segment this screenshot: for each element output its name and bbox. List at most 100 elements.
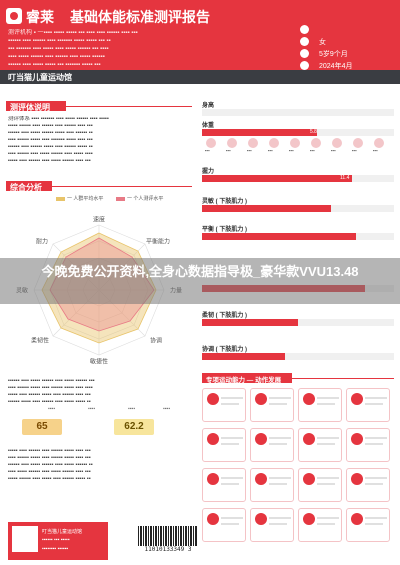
- brand-name: 睿莱: [26, 9, 54, 25]
- score-label: ▪▪▪▪: [163, 406, 171, 412]
- text-line: ▪▪▪▪▪ ▪▪▪▪ ▪▪▪▪▪▪ ▪▪▪▪▪ ▪▪▪▪ ▪▪▪▪▪▪ ▪▪▪▪…: [8, 392, 91, 398]
- exercise-icon: [207, 393, 219, 405]
- metric-label: 协调 ( 下肢肌力 ): [202, 347, 247, 353]
- exercise-card: [298, 468, 342, 502]
- legend-personal: 一 个人测评水平: [116, 195, 163, 202]
- exercise-card: [202, 468, 246, 502]
- barcode-icon: [138, 526, 198, 546]
- exercise-icon: [351, 433, 363, 445]
- section-title-overview: 综合分析: [6, 180, 192, 192]
- info-date-value: 2024年4月: [319, 62, 353, 70]
- icon-label: ▪▪▪: [330, 148, 336, 153]
- person-icon: [300, 25, 309, 34]
- metric-label: 柔韧 ( 下肢肌力 ): [202, 313, 247, 319]
- score-label: ▪▪▪▪: [128, 406, 136, 412]
- metric-value: 11.4: [340, 175, 350, 181]
- venue-name: 叮当猫儿童运动馆: [8, 73, 72, 82]
- icon-label: ▪▪▪: [288, 148, 294, 153]
- section-title-intro: 测评体说明: [6, 100, 192, 112]
- section-title-recommend: 专项运动能力 ― 动作发展: [202, 372, 394, 384]
- info-gender-value: 女: [319, 38, 326, 46]
- exercise-icon: [207, 473, 219, 485]
- section-title-overview-label: 综合分析: [10, 183, 42, 192]
- org-line: ▪▪▪▪▪▪▪▪ ▪▪▪▪▪▪: [42, 546, 69, 552]
- exercise-card: [202, 508, 246, 542]
- text-line: ▪▪▪▪▪▪ ▪▪▪▪ ▪▪▪▪▪▪ ▪▪▪▪▪ ▪▪▪▪ ▪▪▪▪▪▪ ▪▪▪…: [8, 144, 93, 150]
- exercise-card: [250, 468, 294, 502]
- activity-icon: [227, 138, 237, 148]
- score-row: 65 62.2: [8, 419, 190, 435]
- icon-label: ▪▪▪: [225, 148, 231, 153]
- intro-paragraph: 测评体系 ▪▪▪▪ ▪▪▪▪▪▪▪ ▪▪▪▪ ▪▪▪▪▪ ▪▪▪▪▪▪ ▪▪▪▪…: [8, 116, 190, 165]
- exercise-card: [346, 388, 390, 422]
- metric-item: 体重 5.8: [202, 120, 394, 136]
- text-line: ▪▪▪▪ ▪▪▪▪▪▪ ▪▪▪▪▪ ▪▪▪▪ ▪▪▪▪▪▪ ▪▪▪▪▪ ▪▪▪▪…: [8, 385, 93, 391]
- metric-item: 灵敏 ( 下肢肌力 ): [202, 196, 394, 212]
- icon-label: ▪▪▪: [204, 148, 210, 153]
- metric-item: 平衡 ( 下肢肌力 ): [202, 224, 394, 240]
- info-row-gender: 女: [300, 36, 395, 47]
- exercise-card: [298, 428, 342, 462]
- metric-track: [202, 353, 394, 360]
- icon-label: ▪▪▪: [267, 148, 273, 153]
- exercise-card: [250, 388, 294, 422]
- exercise-icon: [255, 473, 267, 485]
- icon-label: ▪▪▪: [309, 148, 315, 153]
- exercise-icon: [351, 473, 363, 485]
- text-line: ▪▪▪▪ ▪▪▪▪▪ ▪▪▪▪▪▪ ▪▪▪▪ ▪▪▪▪▪ ▪▪▪▪▪▪ ▪▪▪▪…: [8, 469, 91, 475]
- header-line: 测评机构 ▪ 一▪▪▪▪ ▪▪▪▪▪ ▪▪▪▪▪ ▪▪▪ ▪▪▪▪ ▪▪▪▪ ▪…: [8, 30, 138, 36]
- barcode-number: 11010133349 3: [144, 546, 192, 553]
- exercise-icon: [207, 513, 219, 525]
- radar-axis-label: 敏捷性: [89, 359, 109, 366]
- info-row-age: 5岁9个月: [300, 48, 395, 59]
- icon-label: ▪▪▪: [246, 148, 252, 153]
- exercise-card: [202, 428, 246, 462]
- text-line: ▪▪▪▪ ▪▪▪▪▪▪ ▪▪▪▪▪ ▪▪▪▪ ▪▪▪▪▪▪▪ ▪▪▪▪▪ ▪▪▪…: [8, 137, 93, 143]
- exercise-card: [298, 508, 342, 542]
- metric-track: 5.8: [202, 129, 394, 136]
- icon-label: ▪▪▪: [351, 148, 357, 153]
- exercise-icon: [255, 433, 267, 445]
- score-legend-row: ▪▪▪▪ ▪▪▪▪ ▪▪▪▪ ▪▪▪▪: [8, 406, 190, 416]
- text-line: ▪▪▪▪▪▪ ▪▪▪▪ ▪▪▪▪▪ ▪▪▪▪▪▪ ▪▪▪▪▪ ▪▪▪▪ ▪▪▪▪…: [8, 130, 93, 136]
- bottom-paragraph: ▪▪▪▪▪ ▪▪▪▪ ▪▪▪▪▪▪ ▪▪▪▪ ▪▪▪▪▪▪ ▪▪▪▪▪ ▪▪▪▪…: [8, 448, 190, 483]
- radar-axis-label: 平衡能力: [145, 239, 171, 246]
- metric-track: [202, 319, 394, 326]
- report-header: 睿莱 基础体能标准测评报告 测评机构 ▪ 一▪▪▪▪ ▪▪▪▪▪ ▪▪▪▪▪ ▪…: [0, 0, 400, 70]
- header-line: ▪▪▪▪▪▪ ▪▪▪▪ ▪▪▪▪▪▪ ▪▪▪▪ ▪▪▪▪▪▪▪ ▪▪▪▪▪ ▪▪…: [8, 38, 111, 44]
- section-title-intro-label: 测评体说明: [10, 103, 50, 112]
- header-line: ▪▪▪ ▪▪▪▪▪▪▪ ▪▪▪▪ ▪▪▪▪▪ ▪▪▪▪ ▪▪▪▪▪ ▪▪▪▪▪▪…: [8, 46, 109, 52]
- metric-label: 握力: [202, 169, 215, 175]
- metric-fill: [202, 233, 356, 240]
- header-line: ▪▪▪▪ ▪▪▪▪▪ ▪▪▪▪▪▪ ▪▪▪▪ ▪▪▪▪▪▪ ▪▪▪▪ ▪▪▪▪▪…: [8, 54, 105, 60]
- info-age-value: 5岁9个月: [319, 50, 348, 58]
- metric-label: 灵敏 ( 下肢肌力 ): [202, 199, 247, 205]
- exercise-card: [250, 428, 294, 462]
- exercise-icon: [255, 393, 267, 405]
- metric-fill: [202, 205, 331, 212]
- metric-label: 平衡 ( 下肢肌力 ): [202, 227, 247, 233]
- radar-axis-label: 耐力: [35, 239, 49, 246]
- venue-bar: 叮当猫儿童运动馆: [0, 70, 400, 84]
- brand-logo-icon: [6, 8, 22, 24]
- metric-fill: [202, 353, 285, 360]
- barcode: 11010133349 3: [138, 526, 198, 554]
- exercise-icon: [351, 393, 363, 405]
- exercise-icon: [303, 433, 315, 445]
- radar-legend: 一 人群平均水平 一 个人测评水平: [6, 193, 192, 205]
- text-line: ▪▪▪▪▪▪ ▪▪▪▪▪ ▪▪▪▪ ▪▪▪▪▪▪ ▪▪▪▪ ▪▪▪▪▪ ▪▪▪▪…: [8, 399, 91, 405]
- text-line: 测评体系 ▪▪▪▪ ▪▪▪▪▪▪▪ ▪▪▪▪ ▪▪▪▪▪ ▪▪▪▪▪▪ ▪▪▪▪…: [8, 116, 109, 122]
- overview-paragraph: ▪▪▪▪▪▪ ▪▪▪▪ ▪▪▪▪▪ ▪▪▪▪▪▪ ▪▪▪▪ ▪▪▪▪▪ ▪▪▪▪…: [8, 378, 190, 406]
- exercise-icon: [255, 513, 267, 525]
- qr-code-icon: [12, 526, 38, 552]
- gender-icon: [300, 37, 309, 46]
- metric-track: [202, 205, 394, 212]
- exercise-icon: [207, 433, 219, 445]
- activity-icon: [311, 138, 321, 148]
- metric-item: 握力 11.4: [202, 166, 394, 182]
- exercise-card: [346, 468, 390, 502]
- legend-average: 一 人群平均水平: [56, 195, 103, 202]
- radar-axis-label: 协调: [149, 338, 163, 345]
- activity-icon: [269, 138, 279, 148]
- metric-label: 体重: [202, 123, 215, 129]
